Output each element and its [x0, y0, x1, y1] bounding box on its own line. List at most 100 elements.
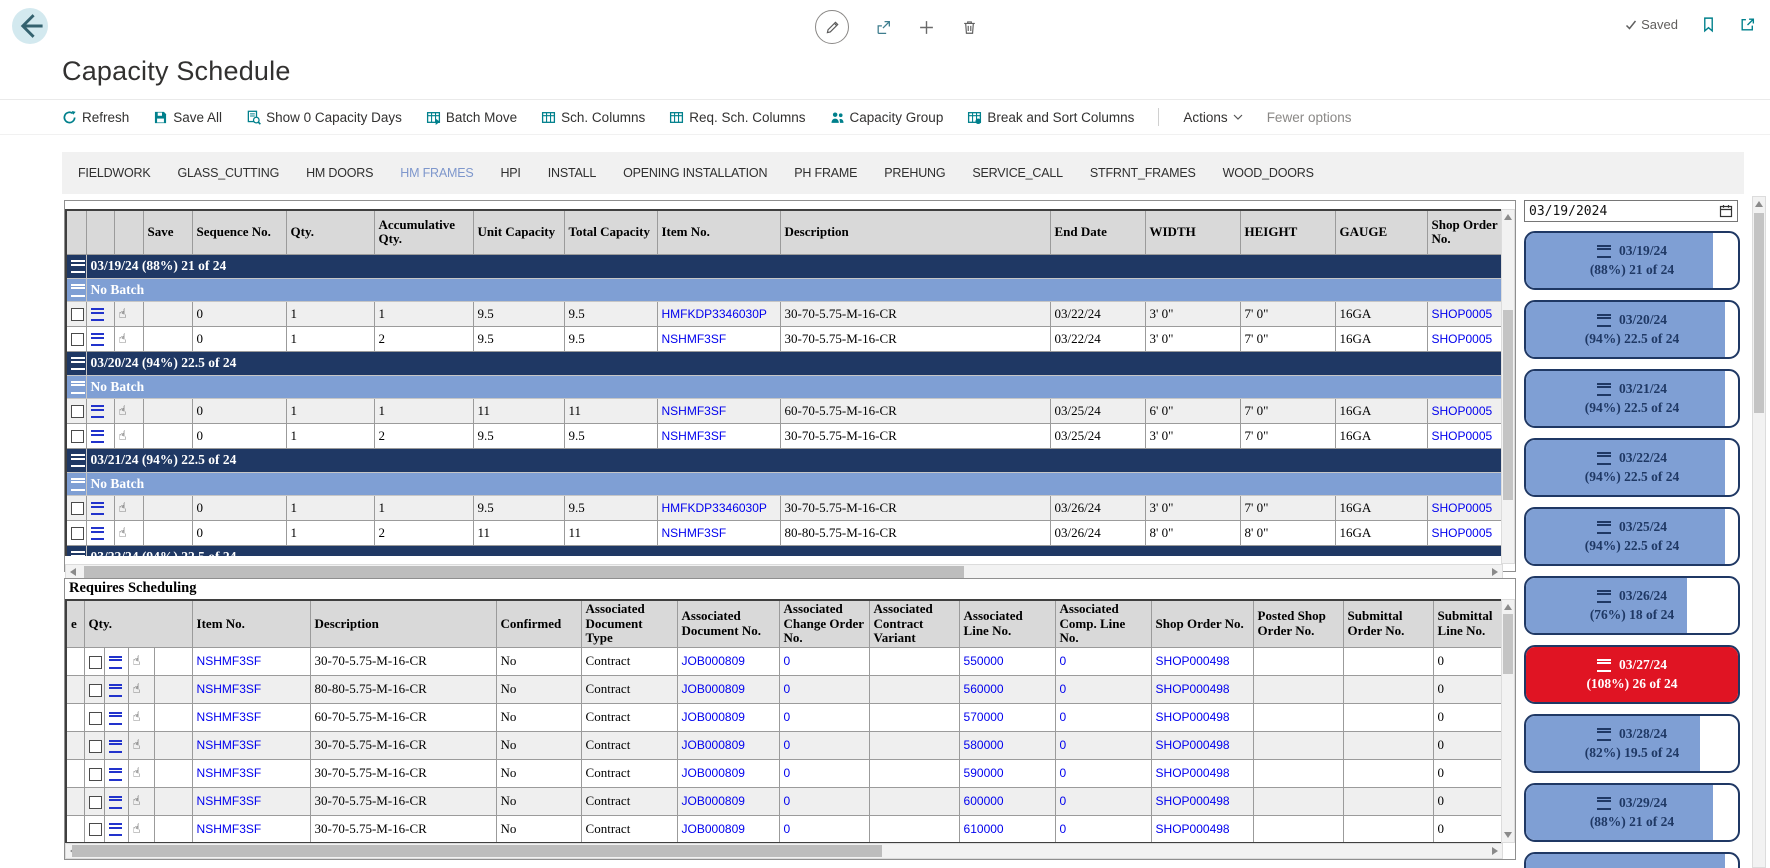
cell-associated-line-no[interactable]: 590000 [959, 759, 1055, 787]
capacity-day-card[interactable]: 03/21/24(94%) 22.5 of 24 [1524, 369, 1740, 428]
card-menu-icon[interactable] [1597, 383, 1611, 396]
cell-item-no[interactable]: NSHMF3SF [657, 423, 780, 448]
capacity-day-card[interactable]: 04/01/24 [1524, 852, 1740, 868]
cell-associated-document-no[interactable]: JOB000809 [677, 731, 779, 759]
row-checkbox[interactable] [71, 333, 84, 346]
cell-associated-comp-line-no[interactable]: 0 [1055, 647, 1151, 675]
toolbar-break-and-sort-columns[interactable]: Break and Sort Columns [967, 110, 1134, 125]
cell-associated-line-no[interactable]: 570000 [959, 703, 1055, 731]
card-menu-icon[interactable] [1597, 659, 1611, 672]
row-checkbox[interactable] [89, 656, 102, 669]
cell-item-no[interactable]: NSHMF3SF [192, 731, 310, 759]
tab-install[interactable]: INSTALL [548, 166, 596, 180]
cell-associated-change-order-no[interactable]: 0 [779, 731, 869, 759]
row-menu-icon[interactable] [109, 768, 122, 781]
bookmark-icon[interactable] [1700, 16, 1717, 33]
date-input[interactable]: 03/19/2024 [1524, 200, 1738, 222]
scrollbar-thumb[interactable] [72, 845, 882, 857]
back-button[interactable] [12, 8, 48, 44]
fewer-options-button[interactable]: Fewer options [1267, 110, 1352, 125]
scrollbar-thumb[interactable] [1503, 310, 1513, 500]
card-menu-icon[interactable] [1597, 797, 1611, 810]
sidebar-scrollbar[interactable] [1752, 196, 1766, 868]
row-menu-icon[interactable] [109, 656, 122, 669]
scroll-left-arrow[interactable] [67, 566, 79, 578]
capacity-day-card[interactable]: 03/26/24(76%) 18 of 24 [1524, 576, 1740, 635]
cell-item-no[interactable]: NSHMF3SF [192, 703, 310, 731]
tab-stfrnt-frames[interactable]: STFRNT_FRAMES [1090, 166, 1196, 180]
edit-button[interactable] [815, 10, 849, 44]
row-checkbox[interactable] [71, 527, 84, 540]
row-menu-icon[interactable] [109, 796, 122, 809]
row-checkbox[interactable] [71, 405, 84, 418]
tab-ph-frame[interactable]: PH FRAME [794, 166, 857, 180]
scrollbar-thumb[interactable] [1754, 213, 1764, 413]
drag-hand-icon[interactable]: ☝ [119, 404, 127, 419]
drag-hand-icon[interactable]: ☝ [133, 822, 141, 837]
capacity-day-card[interactable]: 03/27/24(108%) 26 of 24 [1524, 645, 1740, 704]
card-menu-icon[interactable] [1597, 314, 1611, 327]
cell-shop-order-no[interactable]: SHOP000498 [1151, 759, 1253, 787]
row-checkbox[interactable] [89, 684, 102, 697]
tab-hm-frames[interactable]: HM FRAMES [400, 166, 473, 180]
cell-shop-order-no[interactable]: SHOP000498 [1151, 647, 1253, 675]
card-menu-icon[interactable] [1597, 590, 1611, 603]
row-menu-icon[interactable] [91, 430, 104, 443]
row-menu-icon[interactable] [91, 405, 104, 418]
row-menu-icon[interactable] [109, 740, 122, 753]
cell-shop-order-no[interactable]: SHOP000498 [1151, 815, 1253, 843]
tab-hm-doors[interactable]: HM DOORS [306, 166, 373, 180]
scroll-up-arrow[interactable] [1502, 601, 1514, 613]
cell-associated-change-order-no[interactable]: 0 [779, 647, 869, 675]
capacity-day-card[interactable]: 03/29/24(88%) 21 of 24 [1524, 783, 1740, 842]
cell-associated-change-order-no[interactable]: 0 [779, 787, 869, 815]
cell-item-no[interactable]: NSHMF3SF [192, 759, 310, 787]
cell-shop-order-no[interactable]: SHOP0005 [1427, 520, 1501, 545]
cell-associated-line-no[interactable]: 550000 [959, 647, 1055, 675]
row-menu-icon[interactable] [109, 823, 122, 836]
group-menu-icon[interactable] [71, 260, 85, 273]
cell-associated-comp-line-no[interactable]: 0 [1055, 675, 1151, 703]
cell-associated-change-order-no[interactable]: 0 [779, 759, 869, 787]
cell-item-no[interactable]: HMFKDP3346030P [657, 301, 780, 326]
row-menu-icon[interactable] [91, 527, 104, 540]
scrollbar-thumb[interactable] [84, 566, 964, 578]
cell-associated-line-no[interactable]: 560000 [959, 675, 1055, 703]
toolbar-refresh[interactable]: Refresh [62, 110, 129, 125]
tab-hpi[interactable]: HPI [500, 166, 520, 180]
row-checkbox[interactable] [89, 712, 102, 725]
cell-item-no[interactable]: NSHMF3SF [657, 520, 780, 545]
cell-associated-comp-line-no[interactable]: 0 [1055, 703, 1151, 731]
row-menu-icon[interactable] [91, 333, 104, 346]
scroll-up-arrow[interactable] [1502, 211, 1514, 223]
cell-shop-order-no[interactable]: SHOP0005 [1427, 423, 1501, 448]
group-menu-icon[interactable] [71, 454, 85, 467]
batch-menu-icon[interactable] [71, 381, 85, 394]
row-checkbox[interactable] [71, 502, 84, 515]
toolbar-batch-move[interactable]: Batch Move [426, 110, 517, 125]
row-checkbox[interactable] [89, 768, 102, 781]
cell-associated-change-order-no[interactable]: 0 [779, 703, 869, 731]
cell-item-no[interactable]: NSHMF3SF [657, 326, 780, 351]
cell-associated-document-no[interactable]: JOB000809 [677, 815, 779, 843]
toolbar-capacity-group[interactable]: Capacity Group [830, 110, 944, 125]
drag-hand-icon[interactable]: ☝ [133, 766, 141, 781]
scroll-right-arrow[interactable] [1489, 566, 1501, 578]
row-checkbox[interactable] [89, 823, 102, 836]
cell-associated-document-no[interactable]: JOB000809 [677, 787, 779, 815]
tab-prehung[interactable]: PREHUNG [884, 166, 945, 180]
batch-menu-icon[interactable] [71, 478, 85, 491]
capacity-day-card[interactable]: 03/22/24(94%) 22.5 of 24 [1524, 438, 1740, 497]
cell-associated-line-no[interactable]: 580000 [959, 731, 1055, 759]
cell-shop-order-no[interactable]: SHOP0005 [1427, 398, 1501, 423]
schedule-vertical-scrollbar[interactable] [1501, 209, 1515, 564]
row-checkbox[interactable] [89, 740, 102, 753]
cell-associated-document-no[interactable]: JOB000809 [677, 703, 779, 731]
capacity-day-card[interactable]: 03/25/24(94%) 22.5 of 24 [1524, 507, 1740, 566]
group-menu-icon[interactable] [71, 551, 85, 556]
card-menu-icon[interactable] [1597, 728, 1611, 741]
drag-hand-icon[interactable]: ☝ [119, 501, 127, 516]
row-menu-icon[interactable] [109, 684, 122, 697]
toolbar-sch-columns[interactable]: Sch. Columns [541, 110, 645, 125]
tab-wood-doors[interactable]: WOOD_DOORS [1223, 166, 1314, 180]
